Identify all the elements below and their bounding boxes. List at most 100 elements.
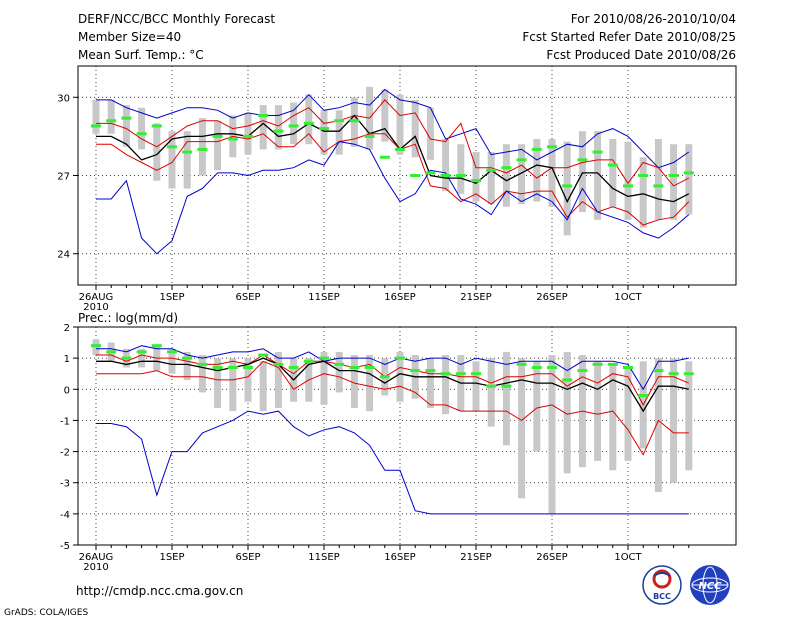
x-tick-label: 16SEP [384,552,415,563]
spread-bar [198,118,206,176]
spread-bar [624,367,632,461]
observed-mark [334,119,345,123]
series-line-min [96,410,689,515]
observed-mark [258,353,269,357]
observed-mark [607,362,618,366]
y-tick-label: -5 [60,541,70,552]
spread-bar [685,361,693,471]
series-line-max [96,88,690,169]
spread-bar [153,123,161,181]
x-tick-label: 1SEP [159,292,184,303]
spread-bar [138,348,146,368]
spread-bar [244,358,252,402]
observed-mark [531,365,542,369]
observed-mark [91,124,101,128]
spread-bar [229,358,237,412]
x-tick-label: 6SEP [235,552,260,563]
observed-mark [273,362,284,366]
spread-bar [533,139,541,202]
observed-mark [562,378,573,382]
x-tick-label: 6SEP [235,292,260,303]
spread-bar [426,107,434,160]
ncc-logo-text: NCC [698,581,722,592]
spread-bar [183,131,191,189]
x-tick-label: 11SEP [308,292,339,303]
spread-bar [305,94,313,145]
spread-bar [457,144,465,194]
observed-mark [182,150,193,154]
observed-mark [182,356,193,360]
observed-mark [440,174,451,177]
observed-mark [334,362,345,366]
spread-bar [214,120,222,171]
observed-mark [410,174,421,177]
observed-mark [151,344,162,348]
observed-mark [288,365,299,369]
y-tick-label: 1 [64,354,70,365]
y-tick-label: 0 [64,385,70,396]
spread-bar [518,144,526,205]
observed-mark [638,394,649,398]
observed-mark [227,137,238,141]
spread-bar [609,364,617,471]
spread-bar [472,361,480,412]
observed-mark [243,365,253,369]
spread-bar [138,107,146,150]
spread-bar [670,358,678,483]
observed-mark [106,350,117,354]
observed-mark [592,362,603,366]
y-tick-label: 24 [57,250,70,261]
precip-label: Prec.: log(mm/d) [78,311,178,325]
spread-bar [502,351,510,446]
y-tick-label: -2 [60,448,70,459]
observed-mark [577,369,588,373]
x-tick-label: 11SEP [308,552,339,563]
x-tick-label: 21SEP [460,552,491,563]
series-line-mean [96,114,690,204]
observed-mark [623,365,633,369]
spread-bar [442,139,450,192]
observed-mark [303,359,314,363]
member-size: Member Size=40 [78,30,181,44]
observed-mark [303,121,314,125]
spread-bar [396,351,404,402]
spread-bar [168,131,176,189]
x-year-label: 2010 [83,562,108,573]
spread-bar [183,351,191,380]
observed-mark [319,127,329,131]
spread-bar [624,141,632,220]
spread-bar [274,351,282,408]
observed-mark [516,362,527,366]
observed-mark [653,369,664,373]
observed-mark [121,116,132,120]
observed-mark [197,147,208,151]
observed-mark [395,356,405,360]
spread-bar [396,94,404,155]
precipitation-panel: -5 -4 -3 -2 -1 0 1 2 26AUG 1SEP 6SEP 11SEP 16SEP 21SE… [60,323,737,573]
temperature-panel: 24 27 30 26AUG 1SEP 6SEP 11SEP 16SEP 21SEP 26SEP 1… [57,65,737,313]
x-tick-label: 1SEP [159,552,184,563]
observed-mark [486,168,497,172]
x-tick-label: 16SEP [384,292,415,303]
x-tick-label: 21SEP [460,292,491,303]
y-tick-label: 30 [57,93,70,104]
observed-mark [440,372,451,376]
observed-mark [364,365,375,369]
spread-bar [548,355,556,514]
observed-mark [501,384,512,388]
observed-mark [212,365,223,369]
spread-bar [594,361,602,461]
spread-bar [654,358,662,493]
spread-bar [290,102,298,145]
observed-mark [638,174,649,177]
ncc-logo: NCC [690,565,730,605]
y-tick-label: 27 [57,172,70,183]
spread-bar [198,355,206,393]
observed-mark [364,134,375,138]
spread-bar [168,348,176,374]
observed-mark [167,350,177,354]
spread-bar [502,144,510,207]
x-tick-label: 26AUG [79,292,114,303]
plot-frame [77,326,737,546]
